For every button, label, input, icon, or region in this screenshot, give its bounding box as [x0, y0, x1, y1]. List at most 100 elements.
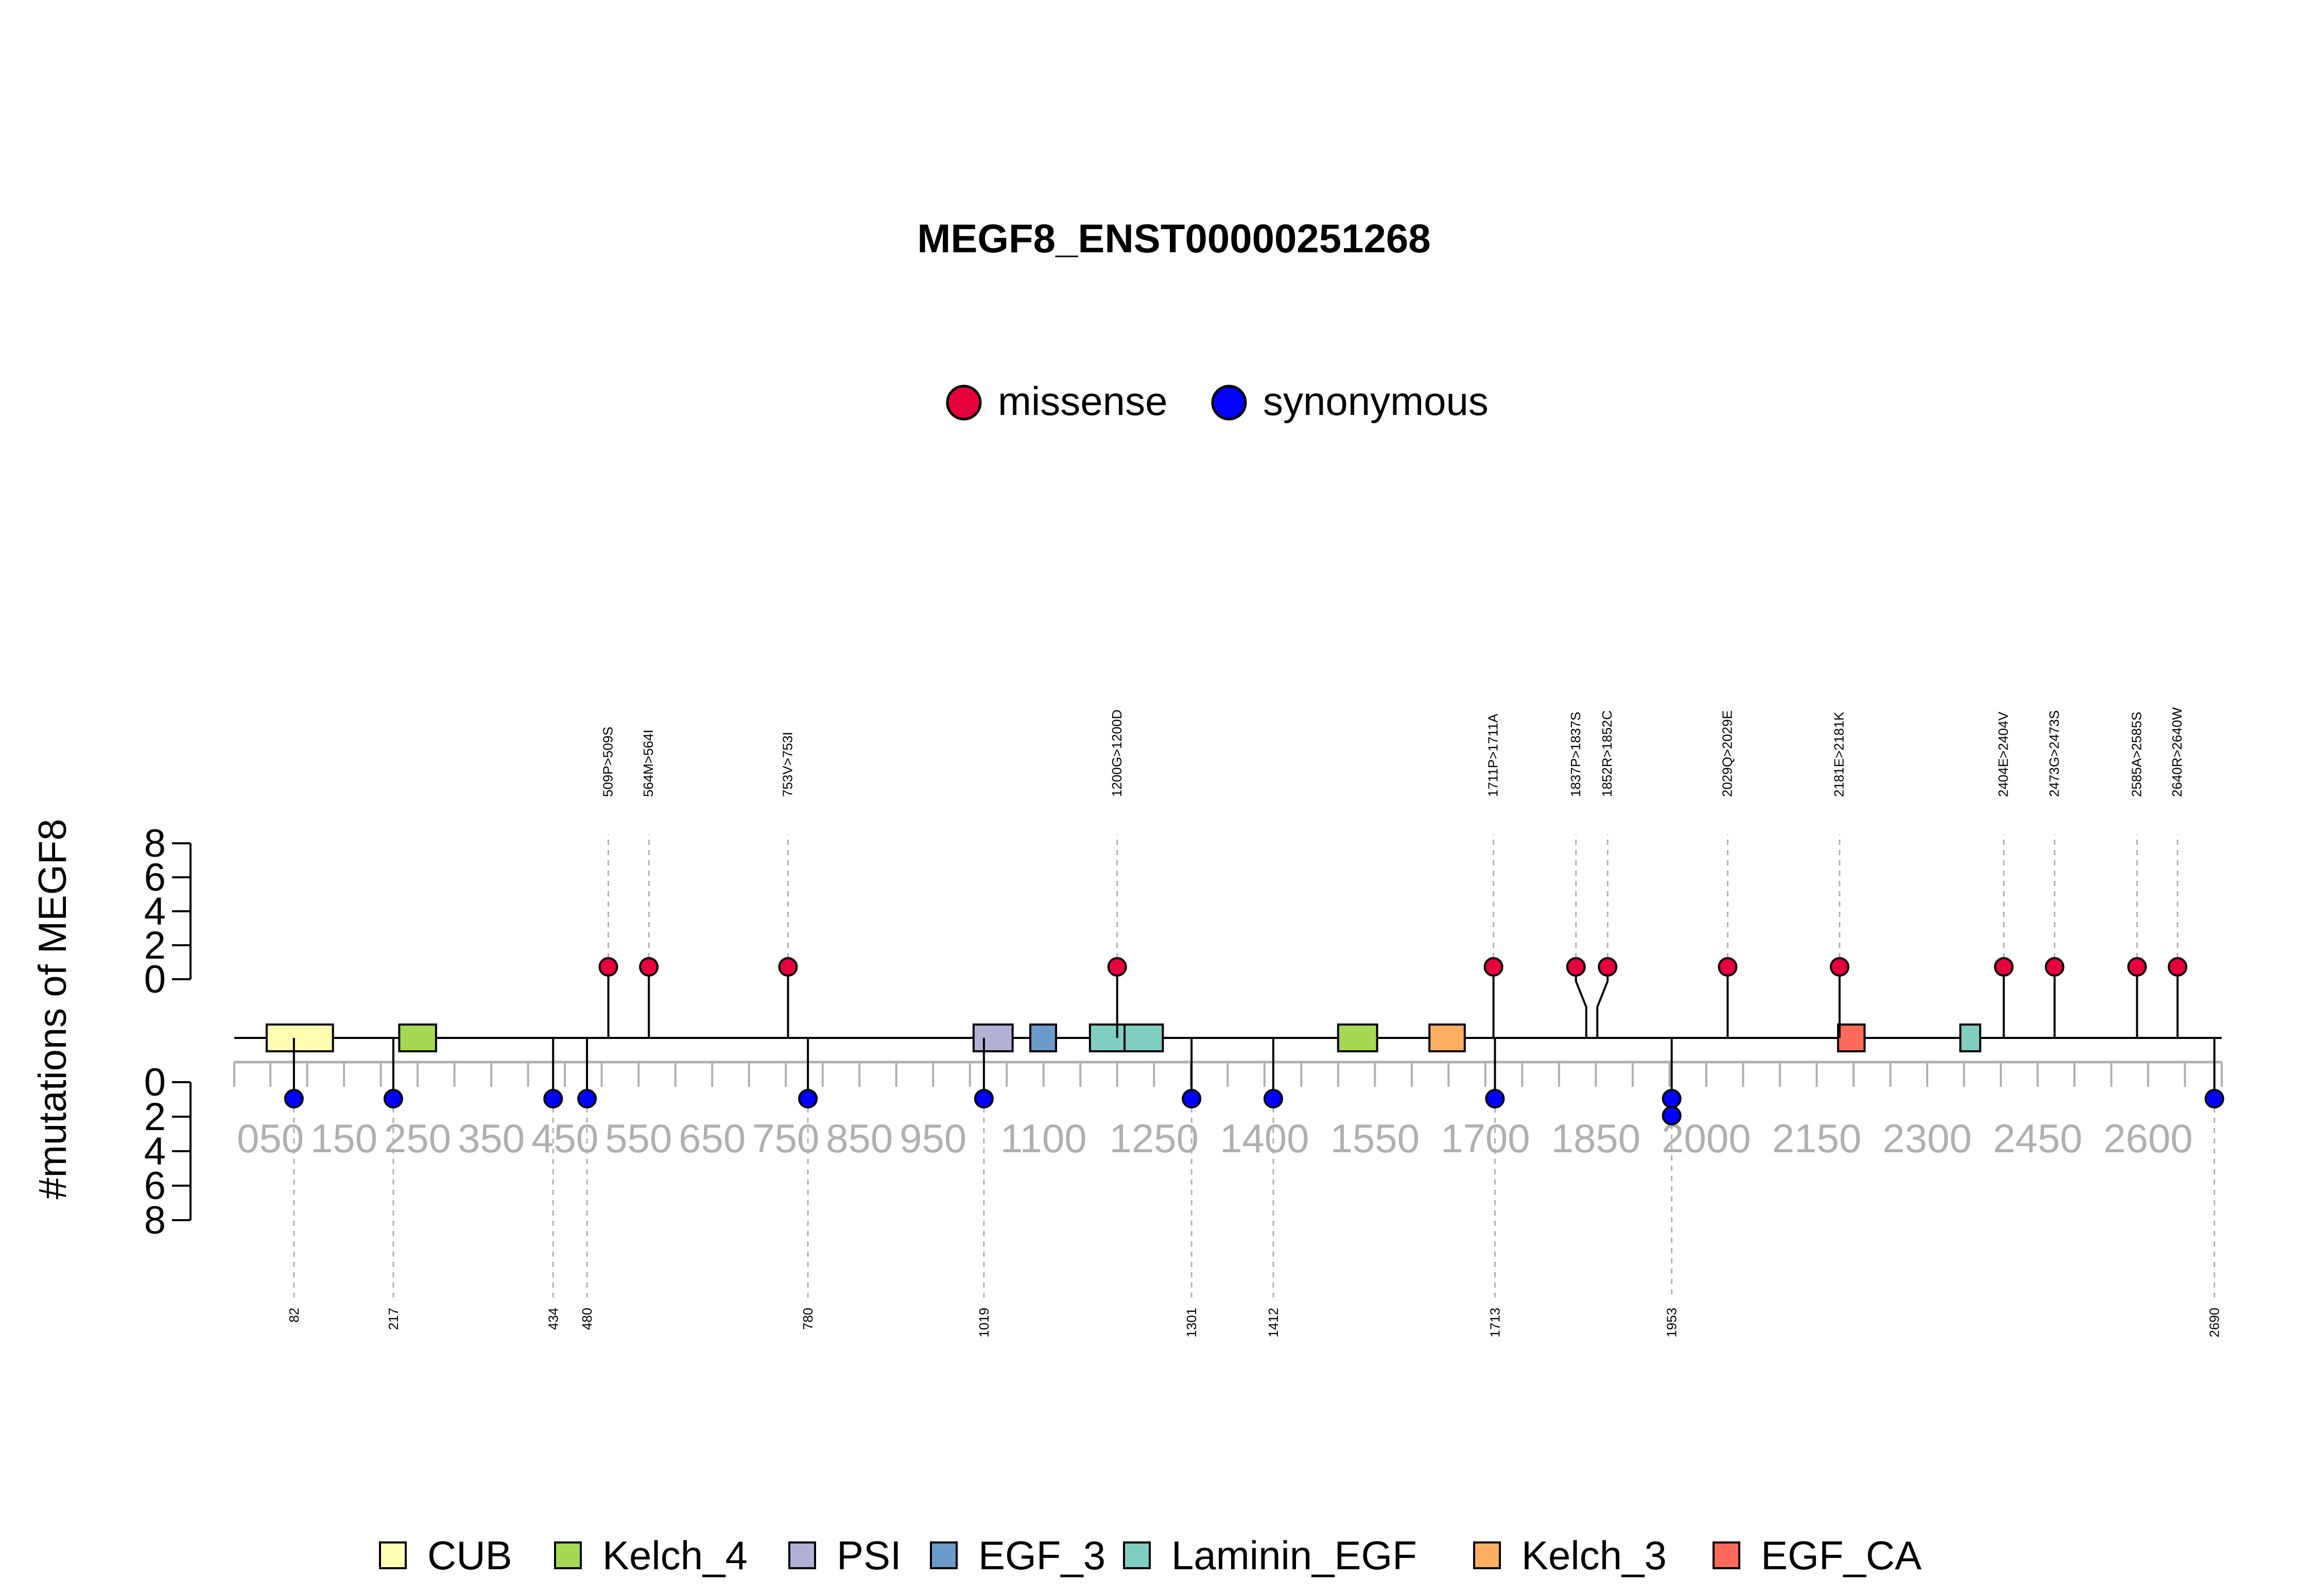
x-tick-label: 2150 — [1772, 1116, 1862, 1161]
missense-point — [598, 957, 618, 977]
legend-label-kelch_4: Kelch_4 — [602, 1533, 748, 1578]
synonymous-point — [1182, 1089, 1202, 1108]
domain-laminin_egf — [1959, 1023, 1981, 1052]
domain-kelch_4 — [1337, 1023, 1378, 1052]
y-tick-label-top: 0 — [144, 958, 166, 1001]
domain-psi — [972, 1023, 1014, 1052]
legend-label-synonymous: synonymous — [1263, 378, 1489, 424]
missense-point — [1566, 957, 1586, 977]
missense-label: 2029Q>2029E — [1719, 710, 1735, 797]
missense-label: 2640R>2640W — [2169, 707, 2185, 797]
legend-label-laminin_egf: Laminin_EGF — [1171, 1533, 1417, 1578]
chart-title: MEGF8_ENST00000251268 — [917, 216, 1430, 261]
legend-swatch-laminin_egf — [1123, 1541, 1151, 1569]
missense-label: 1711P>1711A — [1485, 714, 1501, 797]
legend-marker-missense — [946, 385, 982, 421]
domain-cub — [265, 1023, 334, 1052]
y-tick-label-bottom: 4 — [144, 1130, 166, 1173]
synonymous-label: 480 — [579, 1308, 595, 1330]
legend-swatch-psi — [788, 1541, 816, 1569]
missense-point — [1994, 957, 2014, 977]
missense-stem — [1596, 967, 1609, 1038]
synonymous-label: 1019 — [976, 1308, 992, 1338]
synonymous-label: 434 — [545, 1308, 561, 1330]
x-tick-label: 1400 — [1220, 1116, 1309, 1161]
domain-kelch_3 — [1428, 1023, 1466, 1052]
missense-label: 753V>753I — [780, 732, 795, 797]
missense-point — [1829, 957, 1849, 977]
missense-point — [2045, 957, 2065, 977]
missense-label: 564M>564I — [641, 730, 656, 797]
domain-legend: CUB Kelch_4 PSI EGF_3 Laminin_EGF Kelch_3 EGF_… — [379, 1533, 1922, 1578]
synonymous-point — [798, 1089, 818, 1108]
missense-stem — [1575, 967, 1587, 1038]
x-tick-label: 1250 — [1110, 1116, 1199, 1161]
missense-point — [1483, 957, 1503, 977]
synonymous-point — [1485, 1089, 1505, 1108]
domain-egf_3 — [1029, 1023, 1058, 1052]
x-tick-label: 250 — [384, 1116, 451, 1161]
synonymous-label: 82 — [286, 1308, 302, 1323]
legend-label-psi: PSI — [837, 1533, 902, 1578]
x-tick-label: 2600 — [2103, 1116, 2193, 1161]
mutation-legend: missense synonymous — [946, 378, 1489, 424]
missense-label: 1200G>1200D — [1109, 709, 1125, 797]
missense-label: 2404E>2404V — [1996, 712, 2011, 797]
missense-point — [1718, 957, 1738, 977]
legend-label-egf_3: EGF_3 — [978, 1533, 1105, 1578]
synonymous-point — [1662, 1106, 1682, 1125]
missense-point — [778, 957, 798, 977]
missense-label: 2181E>2181K — [1831, 712, 1847, 797]
x-tick-label: 2300 — [1882, 1116, 1972, 1161]
y-tick-label-top: 2 — [144, 924, 166, 967]
legend-marker-synonymous — [1211, 385, 1247, 421]
missense-point — [2168, 957, 2188, 977]
x-tick-label: 450 — [531, 1116, 598, 1161]
synonymous-label: 780 — [800, 1308, 816, 1330]
missense-point — [639, 957, 659, 977]
x-tick-label: 350 — [458, 1116, 525, 1161]
y-tick-label-bottom: 2 — [144, 1095, 166, 1139]
synonymous-point — [383, 1089, 403, 1108]
synonymous-point — [974, 1089, 994, 1108]
missense-label: 1837P>1837S — [1568, 712, 1583, 797]
y-tick-label-bottom: 0 — [144, 1061, 166, 1104]
x-tick-label: 1700 — [1441, 1116, 1530, 1161]
missense-label: 509P>509S — [600, 726, 616, 797]
legend-swatch-kelch_3 — [1473, 1541, 1501, 1569]
x-tick-label: 1850 — [1551, 1116, 1641, 1161]
legend-swatch-cub — [379, 1541, 407, 1569]
missense-label: 2473G>2473S — [2046, 710, 2062, 797]
synonymous-label: 1412 — [1266, 1308, 1281, 1338]
x-tick-label: 550 — [605, 1116, 672, 1161]
legend-label-egf_ca: EGF_CA — [1761, 1533, 1922, 1578]
synonymous-label: 1301 — [1184, 1308, 1199, 1338]
y-tick-label-top: 8 — [144, 822, 166, 865]
y-tick-label-top: 4 — [144, 890, 166, 933]
legend-swatch-egf_ca — [1713, 1541, 1740, 1569]
domain-kelch_4 — [398, 1023, 437, 1052]
x-tick-label: 2450 — [1993, 1116, 2083, 1161]
x-tick-label: 050 — [237, 1116, 304, 1161]
synonymous-label: 1953 — [1664, 1308, 1680, 1338]
synonymous-label: 2690 — [2207, 1308, 2222, 1338]
domain-laminin_egf — [1088, 1023, 1130, 1052]
synonymous-point — [543, 1089, 563, 1108]
legend-swatch-kelch_4 — [554, 1541, 582, 1569]
legend-swatch-egf_3 — [930, 1541, 958, 1569]
x-tick-label: 1550 — [1330, 1116, 1420, 1161]
x-tick-label: 1100 — [1000, 1116, 1087, 1161]
legend-label-missense: missense — [998, 378, 1167, 424]
synonymous-point — [577, 1089, 597, 1108]
y-tick-label-bottom: 8 — [144, 1199, 166, 1242]
x-tick-label: 950 — [900, 1116, 966, 1161]
y-tick-label-top: 6 — [144, 856, 166, 899]
missense-label: 2585A>2585S — [2129, 712, 2145, 797]
y-axis-label: #mutations of MEGF8 — [31, 819, 75, 1199]
synonymous-point — [1662, 1089, 1682, 1108]
missense-label: 1852R>1852C — [1599, 710, 1615, 797]
missense-point — [2127, 957, 2147, 977]
synonymous-label: 217 — [386, 1308, 401, 1330]
legend-label-cub: CUB — [427, 1533, 512, 1578]
